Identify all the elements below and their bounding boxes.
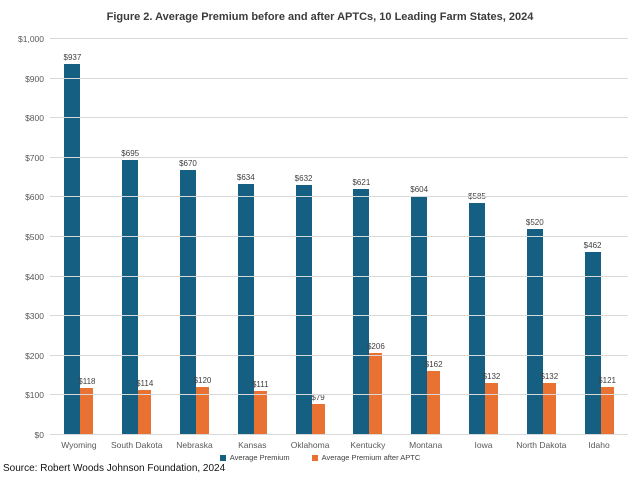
bar-average-premium: $695 [121, 149, 139, 435]
x-axis-labels: Wyoming South Dakota Nebraska Kansas Oklahom… [50, 440, 628, 450]
gridline [50, 434, 628, 435]
bar-data-label: $132 [540, 371, 559, 381]
bar-group: $632 $79 [281, 39, 339, 435]
bar-data-label: $937 [63, 52, 82, 62]
bar-average-premium: $585 [468, 192, 486, 435]
bar-data-label: $621 [352, 178, 371, 188]
y-axis-tick-label: $600 [25, 192, 44, 203]
x-axis-category-label: Nebraska [176, 440, 213, 450]
gridline [50, 117, 628, 119]
legend-swatch-average-premium [219, 454, 226, 461]
y-axis-tick-label: $400 [25, 271, 44, 282]
gridline [50, 38, 628, 39]
bar-group: $462 $121 [570, 39, 628, 435]
bar-average-premium-after-aptc: $132 [540, 372, 558, 435]
bar-average-premium-after-aptc: $79 [311, 393, 325, 435]
bar-average-premium: $462 [584, 241, 601, 435]
chart-title: Figure 2. Average Premium before and aft… [106, 11, 534, 23]
bar-group: $937 $118 [50, 39, 108, 435]
x-axis-category-label: South Dakota [110, 440, 163, 450]
legend-label-average-premium: Average Premium [229, 453, 290, 462]
bar-data-label: $634 [236, 172, 255, 182]
bar-data-label: $118 [78, 377, 96, 387]
gridline [50, 275, 628, 277]
y-axis-labels: $0 $100 $200 $300 $400 $500 $600 $700 $800 $900 $1… [0, 34, 44, 440]
bar-data-label: $114 [136, 378, 154, 388]
bar-group: $634 $111 [223, 39, 281, 435]
bar-average-premium-after-aptc: $120 [194, 376, 211, 435]
bar-data-label: $132 [482, 371, 501, 381]
x-axis-category-label: Idaho [588, 440, 610, 450]
bar-data-label: $120 [193, 376, 212, 386]
bar-average-premium-after-aptc: $118 [78, 377, 95, 435]
x-axis-category-label: Kentucky [350, 440, 386, 450]
bar-average-premium-after-aptc: $114 [136, 379, 153, 435]
bar-average-premium: $621 [352, 178, 370, 435]
x-axis-category-label: Iowa [474, 440, 493, 450]
bar-group: $520 $132 [512, 39, 570, 435]
bar-data-label: $79 [311, 392, 325, 402]
bar-average-premium: $520 [526, 218, 544, 435]
bar-data-label: $520 [525, 218, 544, 228]
x-axis-category-label: Kansas [238, 440, 267, 450]
bar-data-label: $162 [424, 359, 443, 369]
x-axis-category-label: Wyoming [61, 440, 97, 450]
bar-groups: $937 $118 $695 $114 $670 $120 $634 $111 $632 $79 $… [50, 39, 628, 435]
legend-item-after-aptc: Average Premium after APTC [311, 453, 421, 462]
y-axis-tick-label: $200 [25, 350, 44, 361]
gridline [50, 77, 628, 79]
bar-average-premium-after-aptc: $132 [483, 372, 500, 435]
plot-area: $937 $118 $695 $114 $670 $120 $634 $111 $632 $79 $… [50, 38, 628, 435]
bar-average-premium-after-aptc: $111 [252, 380, 269, 435]
legend-item-average-premium: Average Premium [219, 453, 290, 462]
x-axis-category-label: Oklahoma [290, 440, 330, 450]
gridline [50, 196, 628, 198]
bar-data-label: $670 [179, 158, 197, 168]
x-axis-category-label: North Dakota [516, 440, 567, 450]
y-axis-tick-label: $500 [25, 232, 44, 242]
legend: Average Premium Average Premium after AP… [0, 453, 640, 462]
bar-data-label: $695 [121, 148, 140, 158]
y-axis-tick-label: $800 [25, 113, 44, 124]
gridline [50, 315, 628, 317]
gridline [50, 394, 628, 396]
bar-average-premium-after-aptc: $121 [598, 376, 616, 435]
bar-group: $585$132 [455, 39, 513, 435]
bar-data-label: $632 [294, 173, 313, 183]
bar-group: $695 $114 [108, 39, 166, 435]
bar-average-premium-after-aptc: $162 [425, 360, 443, 435]
y-axis-tick-label: $300 [25, 311, 44, 322]
bar-group: $604 $162 [397, 39, 455, 435]
y-axis-tick-label: $1,000 [18, 34, 44, 44]
bar-average-premium-after-aptc: $206 [367, 342, 385, 435]
y-axis-tick-label: $900 [25, 73, 44, 84]
gridline [50, 354, 628, 356]
gridline [50, 236, 628, 237]
y-axis-tick-label: $700 [25, 152, 44, 163]
bar-data-label: $206 [366, 342, 385, 352]
gridline [50, 156, 628, 158]
y-axis-tick-label: $100 [25, 390, 44, 401]
bar-average-premium: $634 [237, 173, 255, 435]
source-text: Source: Robert Woods Johnson Foundation,… [3, 463, 226, 474]
legend-label-after-aptc: Average Premium after APTC [321, 453, 421, 462]
bar-data-label: $462 [583, 241, 602, 251]
legend-swatch-after-aptc [311, 454, 318, 461]
bar-average-premium: $632 [295, 174, 312, 435]
bar-data-label: $111 [251, 380, 269, 390]
x-axis-category-label: Montana [409, 440, 443, 450]
bar-data-label: $604 [410, 184, 429, 194]
bar-group: $670 $120 [166, 39, 224, 435]
y-axis-tick-label: $0 [34, 430, 44, 440]
bar-group: $621 $206 [339, 39, 397, 435]
bar-average-premium: $937 [63, 53, 81, 435]
bar-data-label: $121 [598, 376, 616, 386]
